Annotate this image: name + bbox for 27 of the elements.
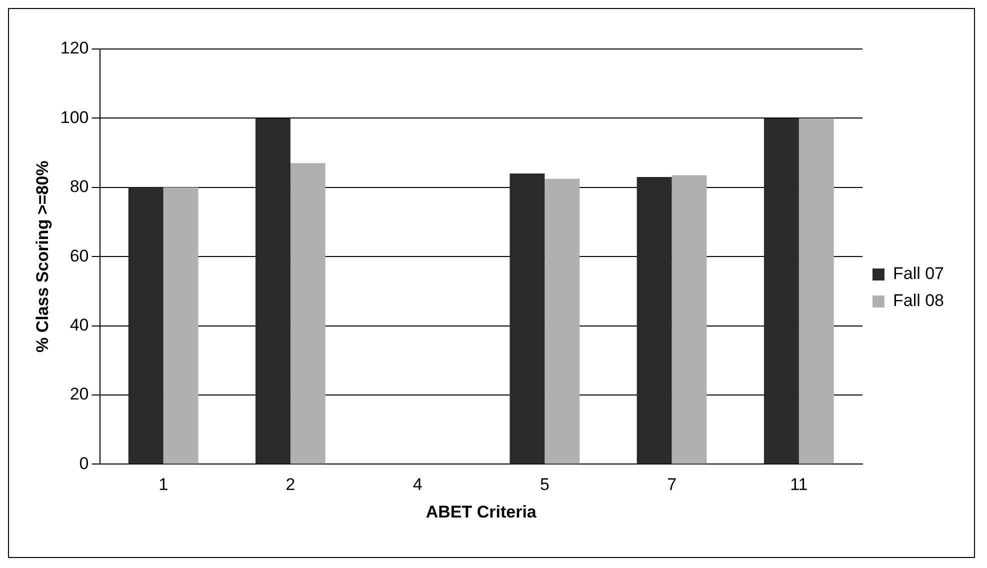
x-tick-label: 11 xyxy=(790,475,808,494)
y-tick-label: 0 xyxy=(79,454,89,473)
y-tick-label: 100 xyxy=(60,108,89,127)
x-tick-label: 5 xyxy=(540,475,550,494)
bar xyxy=(128,187,164,464)
bar xyxy=(290,163,326,464)
bar xyxy=(510,174,545,464)
x-tick-label: 2 xyxy=(286,475,296,494)
y-tick-label: 120 xyxy=(60,38,89,58)
bar xyxy=(163,187,198,464)
legend-label: Fall 08 xyxy=(892,291,944,310)
x-tick-label: 7 xyxy=(667,475,677,494)
bar xyxy=(672,175,707,464)
y-tick-label: 40 xyxy=(70,315,89,334)
x-tick-label: 1 xyxy=(158,475,168,494)
x-axis-title: ABET Criteria xyxy=(426,502,537,522)
y-tick-label: 60 xyxy=(70,246,89,266)
y-tick-label: 80 xyxy=(70,177,89,196)
bar xyxy=(255,118,290,464)
bar xyxy=(544,178,580,464)
x-tick-label: 4 xyxy=(412,475,422,494)
bar xyxy=(636,177,672,464)
bar xyxy=(764,118,799,464)
y-axis-title: % Class Scoring >=80% xyxy=(32,160,52,353)
legend-label: Fall 07 xyxy=(892,264,944,284)
y-tick-label: 20 xyxy=(70,384,89,404)
bar xyxy=(798,118,834,464)
